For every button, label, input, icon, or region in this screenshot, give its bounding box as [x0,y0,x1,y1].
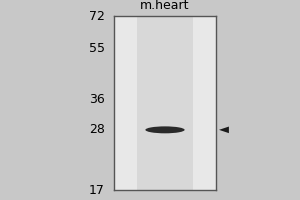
Text: 28: 28 [89,123,105,136]
Text: 36: 36 [89,93,105,106]
Text: 55: 55 [89,42,105,55]
Text: m.heart: m.heart [140,0,190,12]
Text: 17: 17 [89,184,105,196]
Ellipse shape [146,126,184,133]
Bar [137,16,193,190]
Text: 72: 72 [89,9,105,22]
